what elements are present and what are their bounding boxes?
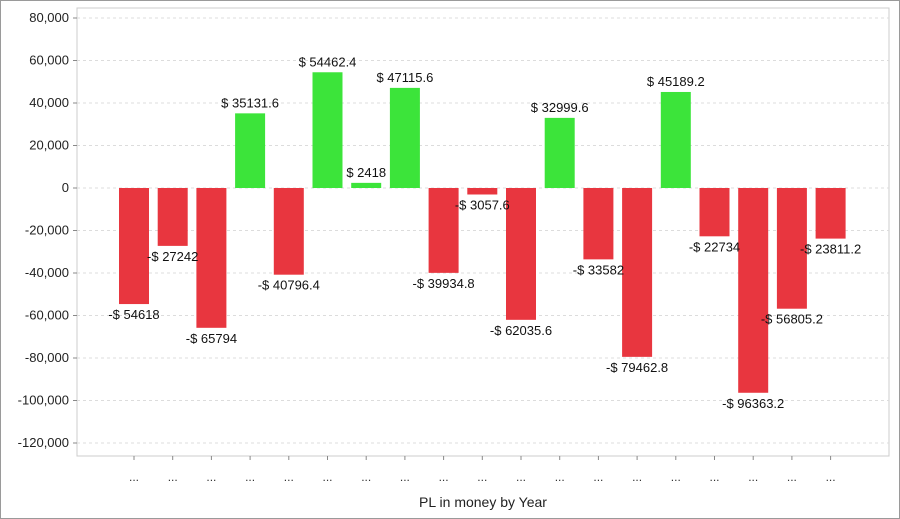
- x-tick-label: ...: [129, 470, 139, 484]
- y-tick-label: -120,000: [18, 435, 69, 450]
- bar: [428, 188, 459, 273]
- data-label: -$ 27242: [147, 249, 198, 264]
- data-label: -$ 40796.4: [258, 278, 320, 293]
- data-label: -$ 62035.6: [490, 323, 552, 338]
- x-axis-title: PL in money by Year: [419, 494, 547, 510]
- bar: [119, 188, 149, 305]
- data-label: -$ 79462.8: [606, 360, 668, 375]
- x-tick-label: ...: [709, 470, 719, 484]
- y-tick-label: 60,000: [29, 53, 69, 68]
- data-label: -$ 23811.2: [800, 242, 861, 257]
- bar: [196, 188, 227, 328]
- x-tick-label: ...: [632, 470, 642, 484]
- x-tick-label: ...: [400, 470, 410, 484]
- y-tick-label: -100,000: [18, 393, 69, 408]
- data-labels: -$ 54618 -$ 27242 -$ 65794 $ 35131.6 -$ 4079…: [108, 54, 861, 411]
- bar: [235, 113, 266, 188]
- x-axis-ticks: ........................................…: [129, 456, 836, 484]
- bar: [506, 188, 536, 320]
- data-label: -$ 3057.6: [455, 197, 510, 212]
- data-label: -$ 54618: [108, 307, 159, 322]
- bar: [157, 188, 188, 246]
- y-tick-label: -80,000: [25, 350, 69, 365]
- bars: [119, 72, 846, 393]
- data-label: $ 32999.6: [531, 100, 589, 115]
- x-tick-label: ...: [787, 470, 797, 484]
- bar: [776, 188, 807, 309]
- bar: [738, 188, 769, 393]
- y-tick-label: -60,000: [25, 308, 69, 323]
- bar: [699, 188, 730, 237]
- x-tick-label: ...: [322, 470, 332, 484]
- y-tick-label: 20,000: [29, 138, 69, 153]
- x-tick-label: ...: [245, 470, 255, 484]
- x-tick-label: ...: [671, 470, 681, 484]
- y-axis-ticks: 80,000 60,000 40,000 20,000 0 -20,000 -40,000 -…: [18, 10, 77, 450]
- data-label: $ 45189.2: [647, 74, 705, 89]
- data-label: $ 54462.4: [299, 54, 357, 69]
- bar: [389, 87, 420, 188]
- data-label: -$ 39934.8: [413, 276, 475, 291]
- data-label: $ 47115.6: [376, 70, 433, 85]
- x-tick-label: ...: [826, 470, 836, 484]
- data-label: -$ 65794: [186, 331, 237, 346]
- x-tick-label: ...: [477, 470, 487, 484]
- bar: [351, 182, 382, 188]
- bar: [312, 72, 343, 188]
- data-label: $ 2418: [346, 165, 386, 180]
- data-label: -$ 56805.2: [761, 312, 823, 327]
- y-tick-label: -20,000: [25, 223, 69, 238]
- data-label: -$ 33582: [573, 262, 624, 277]
- x-tick-label: ...: [206, 470, 216, 484]
- bar: [583, 188, 614, 260]
- x-tick-label: ...: [748, 470, 758, 484]
- y-tick-label: 80,000: [29, 10, 69, 25]
- x-tick-label: ...: [593, 470, 603, 484]
- bar: [622, 188, 653, 357]
- bar: [815, 188, 846, 239]
- y-tick-label: 0: [62, 180, 69, 195]
- data-label: -$ 96363.2: [722, 396, 784, 411]
- bar: [273, 188, 304, 275]
- y-tick-label: -40,000: [25, 265, 69, 280]
- x-tick-label: ...: [439, 470, 449, 484]
- x-tick-label: ...: [284, 470, 294, 484]
- x-tick-label: ...: [361, 470, 371, 484]
- bar: [544, 117, 575, 188]
- x-tick-label: ...: [555, 470, 565, 484]
- bar: [660, 91, 691, 188]
- data-label: $ 35131.6: [221, 95, 279, 110]
- x-tick-label: ...: [168, 470, 178, 484]
- bar: [467, 188, 498, 195]
- data-label: -$ 22734: [689, 239, 740, 254]
- x-tick-label: ...: [516, 470, 526, 484]
- y-tick-label: 40,000: [29, 95, 69, 110]
